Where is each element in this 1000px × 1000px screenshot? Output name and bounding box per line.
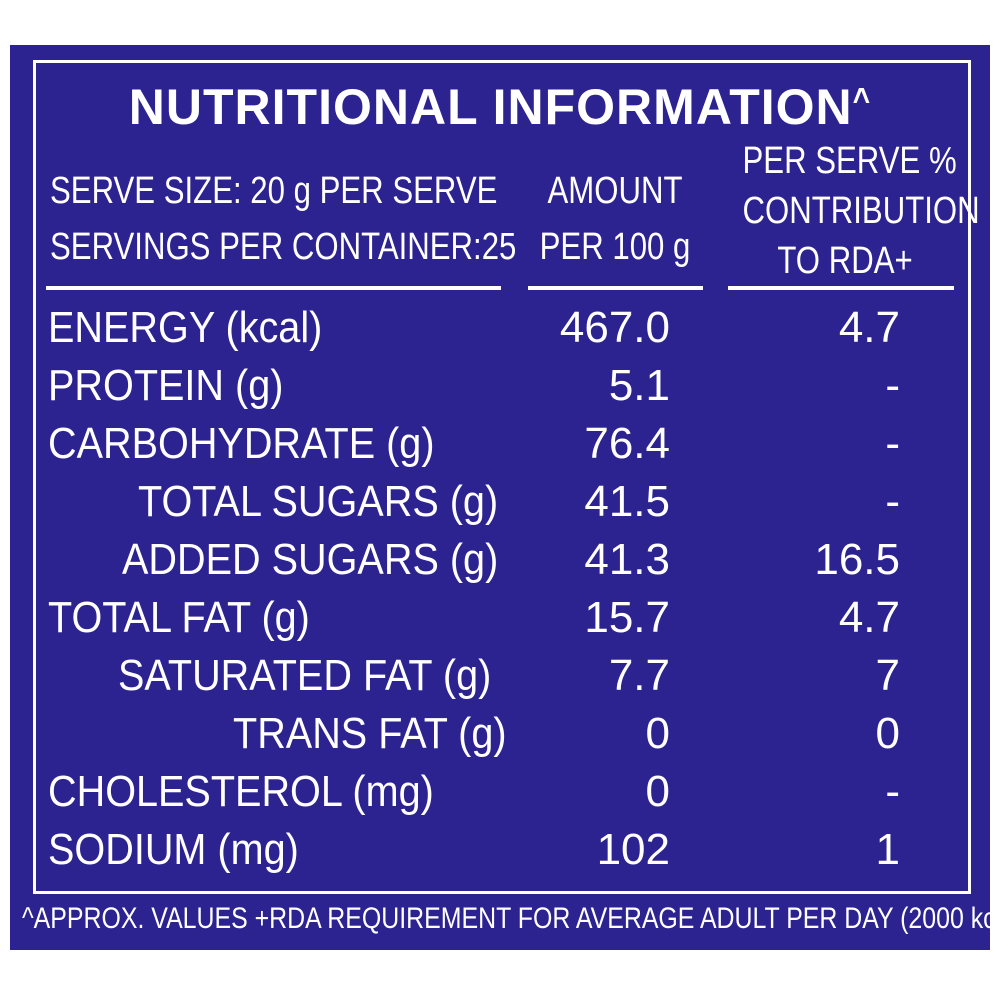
nutrition-panel (10, 45, 990, 950)
table-row: SATURATED FAT (g) 7.7 7 (0, 654, 1000, 712)
servings-text: SERVINGS PER CONTAINER:25 (50, 226, 517, 268)
nutrient-name: TRANS FAT (g) (233, 709, 507, 758)
nutrient-rda: 16.5 (814, 535, 900, 584)
nutrient-name: CHOLESTEROL (mg) (48, 767, 434, 816)
amount-header-line-2: PER 100 g (539, 226, 691, 268)
rda-header-line-1: PER SERVE % (742, 140, 957, 182)
table-row: ENERGY (kcal) 467.0 4.7 (0, 306, 1000, 364)
rda-header-line-2: CONTRIBUTION (742, 190, 980, 232)
nutrient-rda: - (885, 361, 900, 410)
serve-size-text: SERVE SIZE: 20 g PER SERVE (50, 170, 498, 212)
nutrient-amount: 0 (645, 767, 670, 816)
table-row: TOTAL SUGARS (g) 41.5 - (0, 480, 1000, 538)
nutrient-rda: 0 (875, 709, 900, 758)
nutrient-rda: - (885, 767, 900, 816)
nutrient-rda: 4.7 (838, 593, 900, 642)
header-rule-amount (528, 286, 703, 290)
nutrient-rda: - (885, 477, 900, 526)
label-title: NUTRITIONAL INFORMATION˄ (0, 79, 1000, 135)
footnote-text: ^APPROX. VALUES +RDA REQUIREMENT FOR AVE… (22, 902, 1000, 935)
nutrient-rda: 4.7 (838, 303, 900, 352)
header-rule-name (46, 286, 501, 290)
table-row: TOTAL FAT (g) 15.7 4.7 (0, 596, 1000, 654)
approx-mark-icon: ˄ (852, 80, 872, 113)
nutrient-name: PROTEIN (g) (48, 361, 284, 410)
nutrient-amount: 102 (596, 825, 670, 874)
nutrient-amount: 7.7 (608, 651, 670, 700)
table-row: TRANS FAT (g) 0 0 (0, 712, 1000, 770)
nutrient-name: CARBOHYDRATE (g) (48, 419, 435, 468)
nutrient-name: SATURATED FAT (g) (118, 651, 492, 700)
table-row: PROTEIN (g) 5.1 - (0, 364, 1000, 422)
nutrient-name: SODIUM (mg) (48, 825, 299, 874)
nutrient-amount: 41.5 (584, 477, 670, 526)
nutrient-amount: 15.7 (584, 593, 670, 642)
amount-header-line-1: AMOUNT (547, 170, 683, 212)
table-row: CHOLESTEROL (mg) 0 - (0, 770, 1000, 828)
nutrient-amount: 5.1 (608, 361, 670, 410)
nutrient-rda: 1 (875, 825, 900, 874)
table-row: ADDED SUGARS (g) 41.3 16.5 (0, 538, 1000, 596)
title-text: NUTRITIONAL INFORMATION (128, 79, 853, 135)
nutrient-name: ADDED SUGARS (g) (122, 535, 499, 584)
nutrient-amount: 467.0 (559, 303, 670, 352)
nutrient-amount: 76.4 (584, 419, 670, 468)
nutrient-name: ENERGY (kcal) (48, 303, 323, 352)
table-row: SODIUM (mg) 102 1 (0, 828, 1000, 886)
nutrient-name: TOTAL SUGARS (g) (138, 477, 499, 526)
nutrition-frame (33, 60, 971, 894)
nutrient-name: TOTAL FAT (g) (48, 593, 310, 642)
nutrient-rda: 7 (875, 651, 900, 700)
header-rule-rda (728, 286, 954, 290)
nutrient-amount: 0 (645, 709, 670, 758)
table-row: CARBOHYDRATE (g) 76.4 - (0, 422, 1000, 480)
nutrient-rda: - (885, 419, 900, 468)
rda-header-line-3: TO RDA+ (777, 240, 913, 282)
nutrient-amount: 41.3 (584, 535, 670, 584)
